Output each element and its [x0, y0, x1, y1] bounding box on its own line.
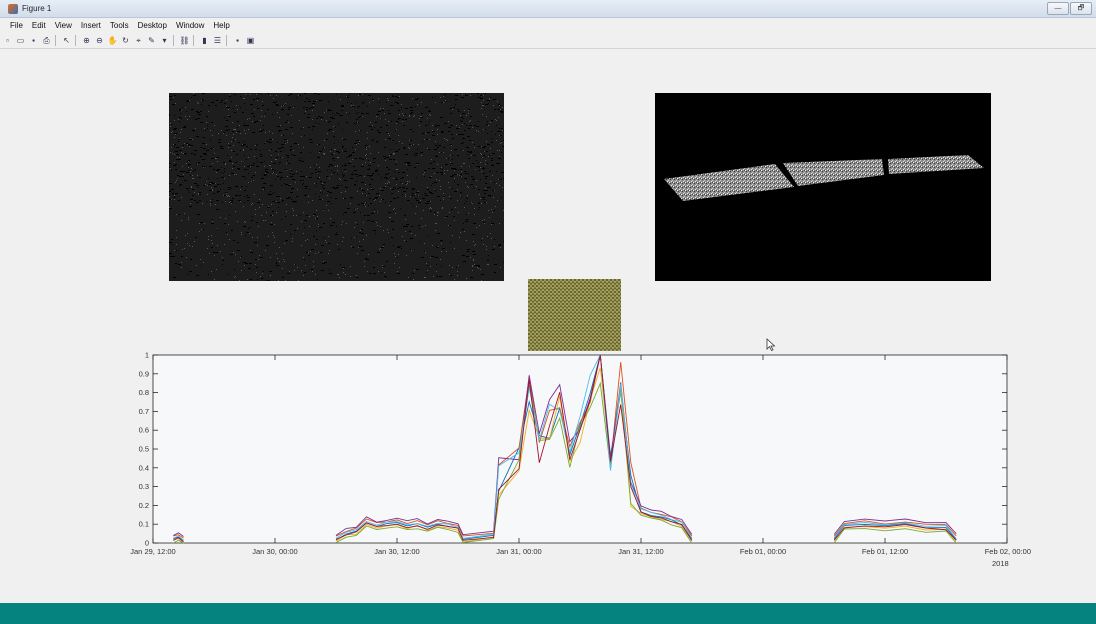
open-file-icon[interactable]: ▭: [16, 36, 25, 45]
y-tick-label: 0.3: [139, 482, 149, 491]
rotate-3d-icon[interactable]: ↻: [122, 36, 129, 45]
x-tick-label: Jan 30, 12:00: [374, 547, 419, 556]
checker-texture: [528, 279, 621, 351]
menu-file[interactable]: File: [10, 20, 23, 30]
y-tick-label: 0.4: [139, 463, 149, 472]
matlab-figure-icon: [8, 3, 18, 14]
x-tick-label: Feb 01, 00:00: [740, 547, 786, 556]
y-ticks: 0 0.1 0.2 0.3 0.4 0.5 0.6 0.7 0.8 0.9 1: [139, 351, 1007, 548]
restore-button[interactable]: 🗗: [1070, 2, 1092, 15]
dark-noise-image: [169, 93, 504, 281]
minimize-button[interactable]: —: [1047, 2, 1069, 15]
y-tick-label: 0.7: [139, 407, 149, 416]
menu-window[interactable]: Window: [175, 20, 205, 30]
brush-menu-icon[interactable]: ▾: [162, 36, 167, 45]
strip-rendering-image: [664, 155, 984, 201]
series-layer: [173, 353, 957, 544]
menu-desktop[interactable]: Desktop: [137, 20, 167, 30]
x-tick-label: Jan 29, 12:00: [130, 547, 175, 556]
print-icon[interactable]: ⎙: [43, 35, 50, 45]
image-panel-center: [528, 279, 621, 351]
x-tick-label: Jan 30, 00:00: [252, 547, 297, 556]
zoom-in-icon[interactable]: ⊕: [83, 36, 90, 45]
menu-bar: File Edit View Insert Tools Desktop Wind…: [0, 18, 1096, 32]
save-icon[interactable]: ▪: [32, 36, 35, 45]
figure-toolbar: ▫ ▭ ▪ ⎙ ↖ ⊕ ⊖ ✋ ↻ ⌖ ✎ ▾ ⛓ ▮ ☰ ▪ ▣: [0, 33, 1096, 49]
toolbar-separator: [173, 35, 174, 46]
series-line: [173, 354, 957, 539]
zoom-out-icon[interactable]: ⊖: [96, 36, 103, 45]
toolbar-separator: [193, 35, 194, 46]
bottom-accent-bar: [0, 603, 1096, 624]
x-ticks: Jan 29, 12:00 Jan 30, 00:00 Jan 30, 12:00 J…: [130, 355, 1031, 556]
x-tick-label: Jan 31, 00:00: [496, 547, 541, 556]
menu-view[interactable]: View: [54, 20, 72, 30]
noise-specks: [169, 93, 504, 281]
menu-help[interactable]: Help: [213, 20, 230, 30]
link-plot-icon[interactable]: ⛓: [179, 36, 190, 45]
data-cursor-icon[interactable]: ⌖: [136, 35, 141, 45]
toolbar-separator: [55, 35, 56, 46]
y-tick-label: 0.6: [139, 426, 149, 435]
image-panel-right: [655, 93, 991, 281]
hide-plot-tools-icon[interactable]: ▪: [236, 36, 239, 45]
line-chart[interactable]: 0 0.1 0.2 0.3 0.4 0.5 0.6 0.7 0.8 0.9 1 Jan 29, 12…: [0, 0, 1096, 600]
insert-colorbar-icon[interactable]: ▮: [202, 36, 207, 45]
mouse-cursor-icon: [766, 338, 776, 352]
toolbar-separator: [226, 35, 227, 46]
y-tick-label: 0.2: [139, 501, 149, 510]
new-figure-icon[interactable]: ▫: [6, 36, 9, 45]
series-line: [173, 354, 957, 543]
window-controls: — 🗗: [1046, 2, 1092, 15]
insert-legend-icon[interactable]: ☰: [213, 36, 222, 45]
y-tick-label: 0.8: [139, 388, 149, 397]
window-title: Figure 1: [22, 4, 52, 13]
window-titlebar: Figure 1 — 🗗: [0, 0, 1096, 18]
x-tick-label: Jan 31, 12:00: [618, 547, 663, 556]
y-tick-label: 0.9: [139, 369, 149, 378]
menu-tools[interactable]: Tools: [109, 20, 129, 30]
strip-segment-3: [888, 155, 984, 174]
edit-plot-icon[interactable]: ↖: [63, 36, 70, 45]
show-plot-tools-icon[interactable]: ▣: [246, 36, 255, 45]
x-axis-year-label: 2018: [992, 559, 1009, 568]
x-tick-label: Feb 02, 00:00: [985, 547, 1031, 556]
y-tick-label: 0: [145, 539, 149, 548]
menu-edit[interactable]: Edit: [31, 20, 46, 30]
strip-segment-1: [664, 164, 794, 201]
image-panel-left: [169, 93, 504, 281]
brush-icon[interactable]: ✎: [148, 36, 155, 45]
pan-icon[interactable]: ✋: [107, 36, 118, 45]
y-tick-label: 1: [145, 351, 149, 360]
y-tick-label: 0.1: [139, 520, 149, 529]
x-tick-label: Feb 01, 12:00: [862, 547, 908, 556]
y-tick-label: 0.5: [139, 445, 149, 454]
strip-segment-2: [783, 159, 884, 186]
plot-area: [152, 354, 1008, 544]
menu-insert[interactable]: Insert: [80, 20, 101, 30]
toolbar-separator: [75, 35, 76, 46]
